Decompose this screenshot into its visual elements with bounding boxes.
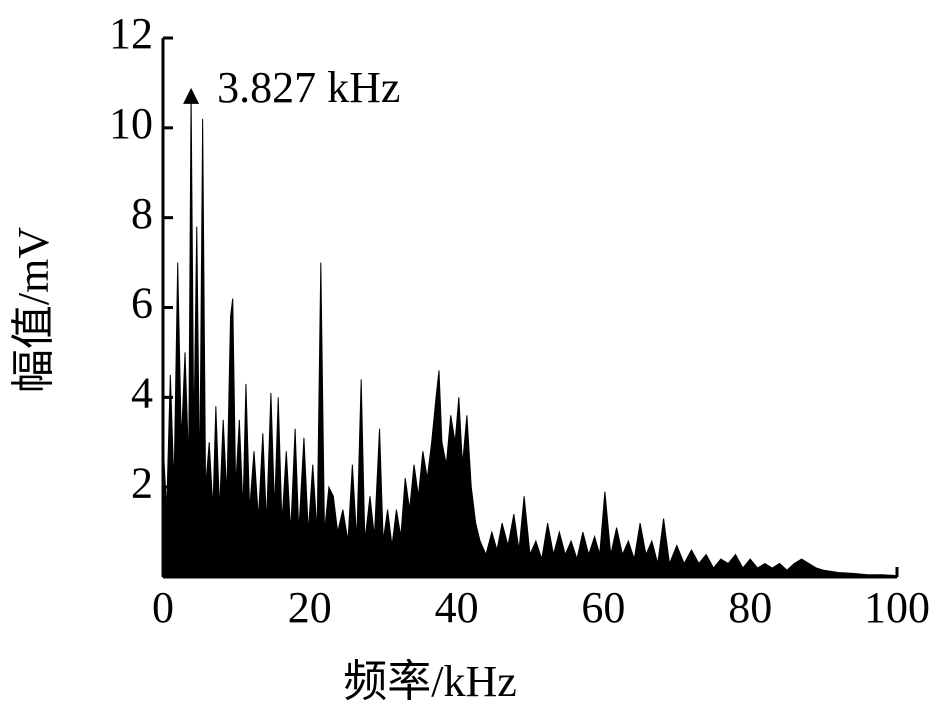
x-tick-label: 100 bbox=[864, 583, 930, 632]
spectrum-area bbox=[162, 91, 898, 578]
y-tick-label: 2 bbox=[131, 458, 153, 507]
y-tick-label: 8 bbox=[131, 189, 153, 238]
x-tick-label: 0 bbox=[152, 583, 174, 632]
annotation-arrow bbox=[183, 87, 200, 104]
y-tick-label: 6 bbox=[131, 279, 153, 328]
y-tick-label: 12 bbox=[109, 9, 153, 58]
x-tick-label: 80 bbox=[728, 583, 772, 632]
y-axis-label: 幅值/mV bbox=[9, 227, 58, 393]
x-axis-label: 频率/kHz bbox=[343, 657, 517, 706]
x-tick-label: 40 bbox=[435, 583, 479, 632]
y-tick-label: 10 bbox=[109, 99, 153, 148]
x-tick-label: 60 bbox=[581, 583, 625, 632]
annotation-text: 3.827 kHz bbox=[217, 63, 400, 112]
x-tick-label: 20 bbox=[288, 583, 332, 632]
y-tick-label: 4 bbox=[131, 368, 153, 417]
